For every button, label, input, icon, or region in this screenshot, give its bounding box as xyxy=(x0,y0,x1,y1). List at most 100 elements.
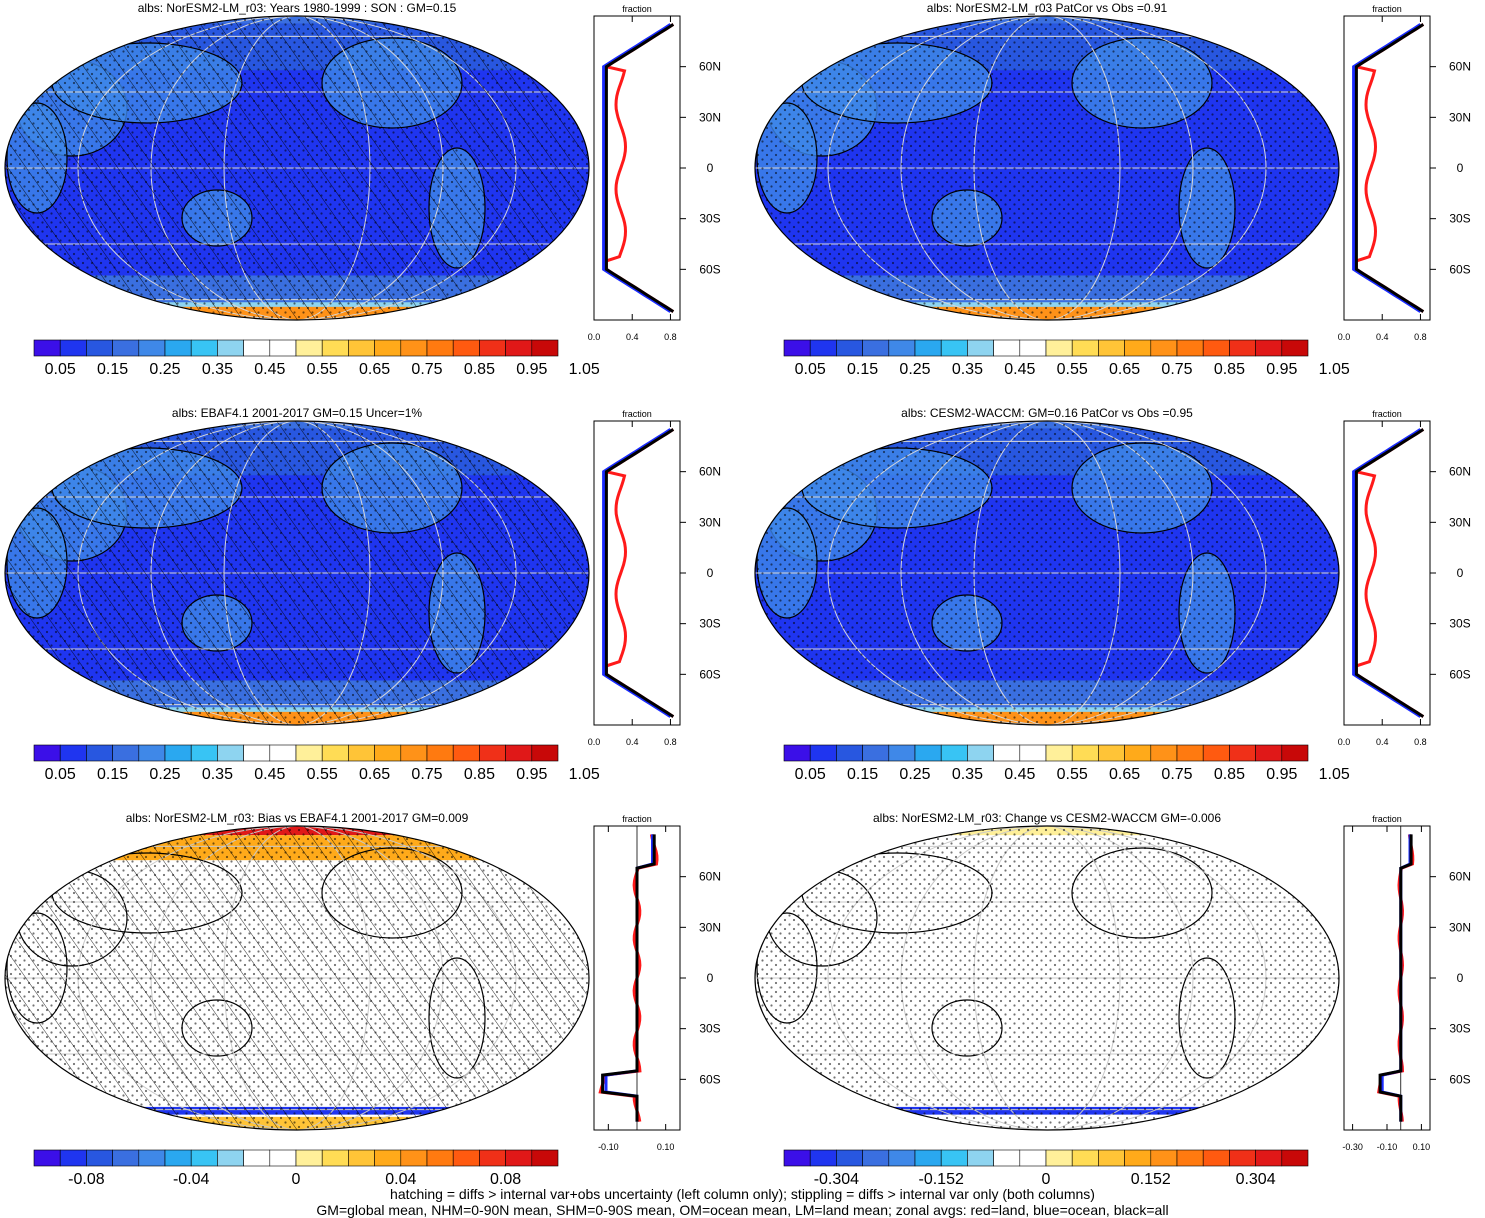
zonal-all-line xyxy=(1354,23,1425,313)
zonal-header: fraction xyxy=(622,814,652,824)
panel-p5: albs: NorESM2-LM_r03: Bias vs EBAF4.1 20… xyxy=(4,811,721,1188)
zonal-mean-plot: fraction 60N 30N 0 30S 60S -0.10 0.10 xyxy=(593,814,721,1152)
colorbar-tick-label: 0.55 xyxy=(1057,361,1088,378)
colorbar-tick-label: -0.08 xyxy=(68,1171,105,1188)
zonal-lat-tick: 30S xyxy=(1449,1022,1470,1036)
panel-p4: albs: CESM2-WACCM: GM=0.16 PatCor vs Obs… xyxy=(754,406,1471,783)
zonal-header: fraction xyxy=(1372,814,1402,824)
colorbar-tick-label: 0.25 xyxy=(149,766,180,783)
colorbar-tick-label: 0.04 xyxy=(385,1171,416,1188)
colorbar-tick-label: 0.65 xyxy=(1109,361,1140,378)
colorbar-tick-label: 0.75 xyxy=(411,766,442,783)
zonal-x-tick: 0.0 xyxy=(588,737,601,747)
zonal-lat-tick: 30S xyxy=(699,212,720,226)
panel-p2: albs: NorESM2-LM_r03 PatCor vs Obs =0.91… xyxy=(754,1,1471,378)
colorbar-tick-label: 0.25 xyxy=(149,361,180,378)
zonal-header: fraction xyxy=(622,4,652,14)
colorbar-tick-label: 0.304 xyxy=(1236,1171,1276,1188)
colorbar-tick-label: 0.85 xyxy=(464,766,495,783)
map-outline xyxy=(4,15,590,321)
zonal-land-line xyxy=(1352,23,1425,313)
zonal-lat-tick: 0 xyxy=(1457,566,1464,580)
panel-title: albs: EBAF4.1 2001-2017 GM=0.15 Uncer=1% xyxy=(172,406,422,420)
colorbar-tick-label: -0.152 xyxy=(919,1171,964,1188)
zonal-mean-plot: fraction 60N 30N 0 30S 60S 0.0 0.4 0.8 xyxy=(588,4,721,342)
zonal-all-line xyxy=(1378,834,1413,1122)
panel-title: albs: NorESM2-LM_r03: Years 1980-1999 : … xyxy=(138,1,457,15)
map-outline xyxy=(4,420,590,726)
colorbar-tick-label: 0.15 xyxy=(847,361,878,378)
zonal-x-tick: 0.8 xyxy=(664,332,677,342)
colorbar-tick-label: 0.35 xyxy=(202,766,233,783)
colorbar-tick-label: 1.05 xyxy=(569,766,600,783)
colorbar-tick-label: 0.15 xyxy=(97,361,128,378)
zonal-lat-tick: 0 xyxy=(707,161,714,175)
zonal-all-line xyxy=(1354,428,1425,718)
colorbar-tick-label: 1.05 xyxy=(1319,766,1350,783)
footer-note-line2: GM=global mean, NHM=0-90N mean, SHM=0-90… xyxy=(316,1202,1169,1218)
zonal-mean-plot: fraction 60N 30N 0 30S 60S -0.30 -0.10 0.10 xyxy=(1342,814,1471,1152)
zonal-lat-tick: 0 xyxy=(707,971,714,985)
zonal-lat-tick: 60N xyxy=(699,60,721,74)
map-field xyxy=(5,421,589,725)
colorbar: -0.08 -0.04 0 0.04 0.08 xyxy=(33,1149,559,1188)
zonal-lat-tick: 60S xyxy=(1449,262,1470,276)
zonal-lat-tick: 30N xyxy=(699,515,721,529)
zonal-x-tick: -0.10 xyxy=(598,1142,619,1152)
zonal-x-tick: 0.10 xyxy=(1413,1142,1431,1152)
zonal-land-line xyxy=(598,834,659,1122)
colorbar-tick-label: 0.25 xyxy=(899,361,930,378)
map-field xyxy=(755,16,1339,320)
colorbar-tick-label: 0.15 xyxy=(97,766,128,783)
footer-note-line1: hatching = diffs > internal var+obs unce… xyxy=(390,1186,1095,1202)
zonal-lat-tick: 30S xyxy=(1449,212,1470,226)
zonal-x-tick: 0.8 xyxy=(1414,332,1427,342)
panel-title: albs: NorESM2-LM_r03: Bias vs EBAF4.1 20… xyxy=(126,811,469,825)
colorbar-tick-label: 0.85 xyxy=(1214,361,1245,378)
zonal-lat-tick: 30N xyxy=(1449,515,1471,529)
map-outline xyxy=(754,420,1340,726)
zonal-lat-tick: 60S xyxy=(699,262,720,276)
colorbar-tick-label: 0.85 xyxy=(1214,766,1245,783)
zonal-x-tick: 0.8 xyxy=(1414,737,1427,747)
zonal-lat-tick: 30S xyxy=(1449,617,1470,631)
zonal-x-tick: 0.0 xyxy=(1338,332,1351,342)
colorbar-tick-label: 0.75 xyxy=(1161,361,1192,378)
zonal-land-line xyxy=(602,23,675,313)
colorbar-tick-label: 0.35 xyxy=(202,361,233,378)
colorbar-tick-label: 0.05 xyxy=(45,361,76,378)
zonal-x-tick: 0.4 xyxy=(1376,737,1389,747)
zonal-x-tick: 0.4 xyxy=(1376,332,1389,342)
colorbar-tick-label: 0.45 xyxy=(1004,766,1035,783)
zonal-x-tick: 0.4 xyxy=(626,737,639,747)
zonal-x-tick: 0.4 xyxy=(626,332,639,342)
zonal-lat-tick: 60S xyxy=(1449,1072,1470,1086)
colorbar: 0.05 0.15 0.25 0.35 0.45 0.55 0.65 0.75 0.85 0.95… xyxy=(783,744,1350,783)
map-field xyxy=(5,826,589,1130)
zonal-lat-tick: 30S xyxy=(699,1022,720,1036)
zonal-lat-tick: 60S xyxy=(699,667,720,681)
colorbar-tick-label: 0.45 xyxy=(1004,361,1035,378)
zonal-lat-tick: 0 xyxy=(1457,971,1464,985)
colorbar-tick-label: 0.25 xyxy=(899,766,930,783)
zonal-lat-tick: 30N xyxy=(1449,110,1471,124)
colorbar-tick-label: 0 xyxy=(292,1171,301,1188)
colorbar-tick-label: 0.95 xyxy=(516,361,547,378)
colorbar-tick-label: 0.45 xyxy=(254,766,285,783)
map-outline xyxy=(754,15,1340,321)
zonal-lat-tick: 30N xyxy=(1449,920,1471,934)
panel-title: albs: NorESM2-LM_r03: Change vs CESM2-WA… xyxy=(873,811,1221,825)
colorbar-tick-label: 0 xyxy=(1042,1171,1051,1188)
panel-title: albs: CESM2-WACCM: GM=0.16 PatCor vs Obs… xyxy=(901,406,1193,420)
map-outline xyxy=(754,825,1340,1131)
zonal-all-line xyxy=(601,834,656,1122)
zonal-land-line xyxy=(1352,428,1425,718)
zonal-header: fraction xyxy=(1372,409,1402,419)
colorbar: 0.05 0.15 0.25 0.35 0.45 0.55 0.65 0.75 0.85 0.95… xyxy=(33,339,600,378)
zonal-ocean-line xyxy=(602,23,672,313)
colorbar-tick-label: 0.05 xyxy=(795,766,826,783)
colorbar-tick-label: 0.95 xyxy=(1266,361,1297,378)
zonal-ocean-line xyxy=(604,834,654,1122)
colorbar-tick-label: 0.65 xyxy=(1109,766,1140,783)
